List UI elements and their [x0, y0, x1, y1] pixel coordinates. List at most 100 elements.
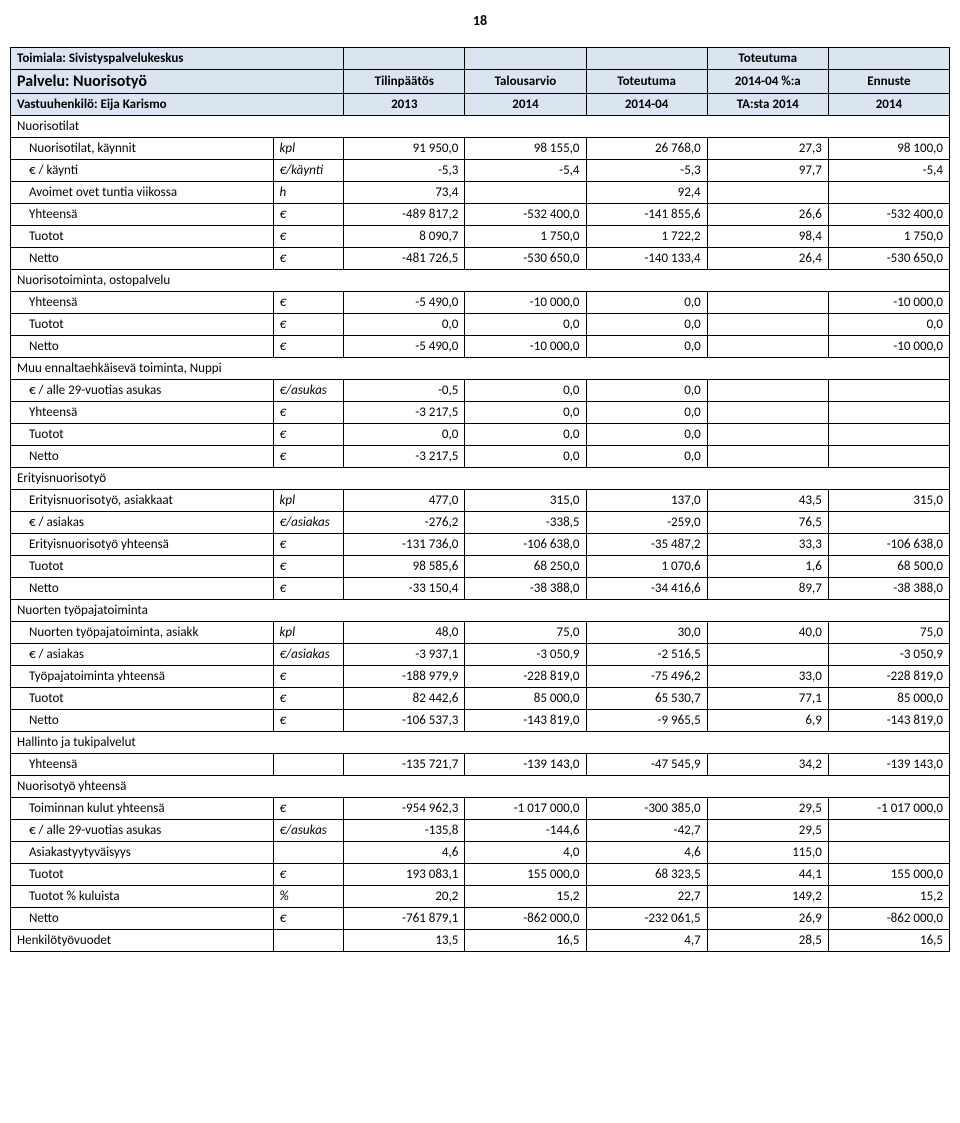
row-label: Tuotot [11, 688, 274, 710]
row-value: -232 061,5 [586, 908, 707, 930]
row-value: 0,0 [465, 446, 586, 468]
row-label: Erityisnuorisotyö yhteensä [11, 534, 274, 556]
row-unit: € [273, 666, 344, 688]
row-label: Tuotot [11, 424, 274, 446]
row-value: 8 090,7 [344, 226, 465, 248]
col-toteutuma: Toteutuma [586, 70, 707, 94]
row-value: 26,6 [707, 204, 828, 226]
col-tilinpaatos-year: 2013 [344, 94, 465, 116]
row-label: Tuotot [11, 864, 274, 886]
row-value: -300 385,0 [586, 798, 707, 820]
row-label: Tuotot [11, 314, 274, 336]
section-label: Nuorisotyö yhteensä [11, 776, 950, 798]
row-unit: € [273, 864, 344, 886]
row-value [707, 336, 828, 358]
row-value: -140 133,4 [586, 248, 707, 270]
row-value: 34,2 [707, 754, 828, 776]
row-value: 4,0 [465, 842, 586, 864]
row-value: 40,0 [707, 622, 828, 644]
row-unit: € [273, 402, 344, 424]
table-row: Tuotot % kuluista%20,215,222,7149,215,2 [11, 886, 950, 908]
table-row: Netto€-481 726,5-530 650,0-140 133,426,4… [11, 248, 950, 270]
table-row: Muu ennaltaehkäisevä toiminta, Nuppi [11, 358, 950, 380]
table-row: Tuotot€8 090,71 750,01 722,298,41 750,0 [11, 226, 950, 248]
row-value: -5,3 [586, 160, 707, 182]
row-value: 0,0 [344, 424, 465, 446]
row-value: -10 000,0 [828, 336, 949, 358]
row-label: Nuorten työpajatoiminta, asiakk [11, 622, 274, 644]
row-value: -3 217,5 [344, 446, 465, 468]
section-label: Nuorisotilat [11, 116, 950, 138]
row-value: 4,7 [586, 930, 707, 952]
row-unit: € [273, 798, 344, 820]
row-value [828, 446, 949, 468]
row-value: 0,0 [586, 314, 707, 336]
row-value: -761 879,1 [344, 908, 465, 930]
row-value: -10 000,0 [465, 336, 586, 358]
row-value [828, 842, 949, 864]
row-value: -3 050,9 [465, 644, 586, 666]
row-value: -34 416,6 [586, 578, 707, 600]
row-value: -135 721,7 [344, 754, 465, 776]
row-value: -42,7 [586, 820, 707, 842]
row-label: Yhteensä [11, 402, 274, 424]
toimiala-label: Toimiala: Sivistyspalvelukeskus [11, 48, 344, 70]
row-value: -10 000,0 [828, 292, 949, 314]
row-value: -228 819,0 [465, 666, 586, 688]
row-unit: € [273, 534, 344, 556]
table-row: Henkilötyövuodet13,516,54,728,516,5 [11, 930, 950, 952]
row-unit: € [273, 556, 344, 578]
row-value: 77,1 [707, 688, 828, 710]
table-row: € / käynti€/käynti-5,3-5,4-5,397,7-5,4 [11, 160, 950, 182]
table-row: Erityisnuorisotyö [11, 468, 950, 490]
row-value: 68 250,0 [465, 556, 586, 578]
row-value: 48,0 [344, 622, 465, 644]
row-unit: h [273, 182, 344, 204]
row-value: 477,0 [344, 490, 465, 512]
row-value: -38 388,0 [465, 578, 586, 600]
row-value: 44,1 [707, 864, 828, 886]
row-value: -106 537,3 [344, 710, 465, 732]
row-unit [273, 930, 344, 952]
table-row: Tuotot€193 083,1155 000,068 323,544,1155… [11, 864, 950, 886]
row-value: 92,4 [586, 182, 707, 204]
row-value: 15,2 [465, 886, 586, 908]
row-unit: kpl [273, 490, 344, 512]
row-value: -47 545,9 [586, 754, 707, 776]
row-value: 20,2 [344, 886, 465, 908]
row-value: -5 490,0 [344, 336, 465, 358]
row-value: 26 768,0 [586, 138, 707, 160]
row-label: Tuotot [11, 556, 274, 578]
row-unit: € [273, 336, 344, 358]
col-talousarvio: Talousarvio [465, 70, 586, 94]
table-row: € / alle 29-vuotias asukas€/asukas-135,8… [11, 820, 950, 842]
row-value: 98 585,6 [344, 556, 465, 578]
row-label: € / alle 29-vuotias asukas [11, 380, 274, 402]
row-label: Erityisnuorisotyö, asiakkaat [11, 490, 274, 512]
row-value: 75,0 [465, 622, 586, 644]
table-row: Netto€-106 537,3-143 819,0-9 965,56,9-14… [11, 710, 950, 732]
table-row: Yhteensä€-489 817,2-532 400,0-141 855,62… [11, 204, 950, 226]
row-value: -481 726,5 [344, 248, 465, 270]
table-row: Nuorisotyö yhteensä [11, 776, 950, 798]
row-value: 22,7 [586, 886, 707, 908]
row-value: -530 650,0 [828, 248, 949, 270]
row-label: € / käynti [11, 160, 274, 182]
row-value [828, 512, 949, 534]
table-row: Yhteensä€-5 490,0-10 000,00,0-10 000,0 [11, 292, 950, 314]
row-label: Toiminnan kulut yhteensä [11, 798, 274, 820]
row-value: 0,0 [465, 314, 586, 336]
row-value: 4,6 [586, 842, 707, 864]
row-value: 0,0 [344, 314, 465, 336]
row-value: 315,0 [465, 490, 586, 512]
row-label: € / asiakas [11, 512, 274, 534]
row-value: 155 000,0 [465, 864, 586, 886]
row-value: 15,2 [828, 886, 949, 908]
row-value: 65 530,7 [586, 688, 707, 710]
row-value: 0,0 [828, 314, 949, 336]
row-value [828, 380, 949, 402]
row-value: 68 323,5 [586, 864, 707, 886]
row-unit: € [273, 908, 344, 930]
row-value: 0,0 [586, 424, 707, 446]
row-value: -259,0 [586, 512, 707, 534]
